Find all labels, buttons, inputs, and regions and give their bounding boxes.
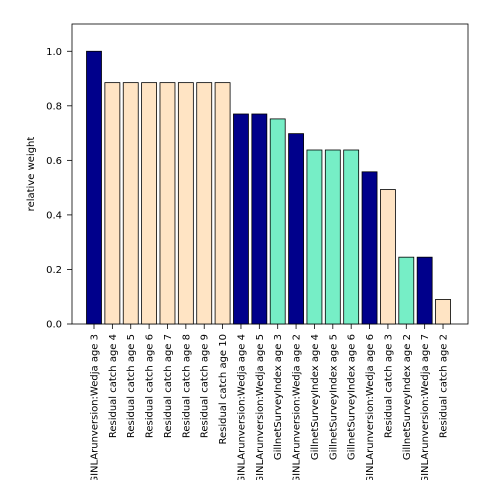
bar — [416, 256, 433, 325]
bar — [196, 82, 213, 325]
bar — [104, 82, 121, 325]
y-axis-label: relative weight — [26, 137, 37, 212]
x-tick-label: Residual catch age 8 — [181, 334, 192, 438]
y-tick-label: 0.8 — [46, 101, 62, 112]
bar — [288, 133, 304, 325]
bar — [435, 299, 451, 325]
bar — [269, 118, 286, 325]
bar — [159, 82, 176, 325]
y-axis: 0.0 0.2 0.4 0.6 0.8 1.0 — [46, 47, 72, 331]
bar — [251, 113, 268, 325]
x-tick-label: Residual catch age 7 — [163, 334, 174, 438]
x-tick-label: GINLArunversion:Wedja age 3 — [90, 334, 101, 480]
x-tick-label: Residual catch age 2 — [439, 334, 450, 438]
y-tick-label: 1.0 — [46, 47, 62, 58]
bar — [233, 113, 249, 325]
x-tick-label: GINLArunversion:Wedja age 7 — [420, 334, 431, 480]
y-tick-label: 0.2 — [46, 265, 62, 276]
x-tick-label: Residual catch age 3 — [383, 334, 394, 438]
y-tick-label: 0.0 — [46, 320, 62, 331]
y-tick-label: 0.4 — [46, 210, 62, 221]
bar — [361, 171, 378, 325]
x-tick-label: GINLArunversion:Wedja age 6 — [365, 334, 376, 480]
bar — [177, 82, 194, 325]
x-tick-label: GINLArunversion:Wedja age 5 — [255, 334, 266, 480]
x-tick-label: Residual catch age 4 — [108, 334, 119, 438]
x-tick-label: Residual catch age 6 — [145, 334, 156, 438]
bar — [214, 82, 231, 325]
bar — [122, 82, 139, 325]
x-tick-label: GillnetSurveyIndex age 4 — [310, 334, 321, 460]
x-tick-labels: GINLArunversion:Wedja age 3 Residual catc… — [90, 324, 450, 480]
bar — [398, 256, 415, 325]
bars-group — [86, 50, 451, 325]
bar — [380, 189, 396, 325]
x-tick-label: GINLArunversion:Wedja age 2 — [292, 334, 303, 480]
x-tick-label: GINLArunversion:Wedja age 4 — [236, 334, 247, 480]
x-tick-label: GillnetSurveyIndex age 2 — [402, 334, 413, 460]
bar — [141, 82, 158, 325]
x-tick-label: GillnetSurveyIndex age 3 — [273, 334, 284, 460]
y-tick-label: 0.6 — [46, 156, 62, 167]
bar — [324, 149, 341, 325]
bar — [343, 149, 360, 325]
x-tick-label: GillnetSurveyIndex age 5 — [328, 334, 339, 460]
bar — [86, 50, 102, 325]
bar — [306, 149, 323, 325]
x-tick-label: Residual catch age 10 — [218, 334, 229, 445]
x-tick-label: GillnetSurveyIndex age 6 — [347, 334, 358, 460]
x-tick-label: Residual catch age 5 — [126, 334, 137, 438]
x-tick-label: Residual catch age 9 — [200, 334, 211, 438]
